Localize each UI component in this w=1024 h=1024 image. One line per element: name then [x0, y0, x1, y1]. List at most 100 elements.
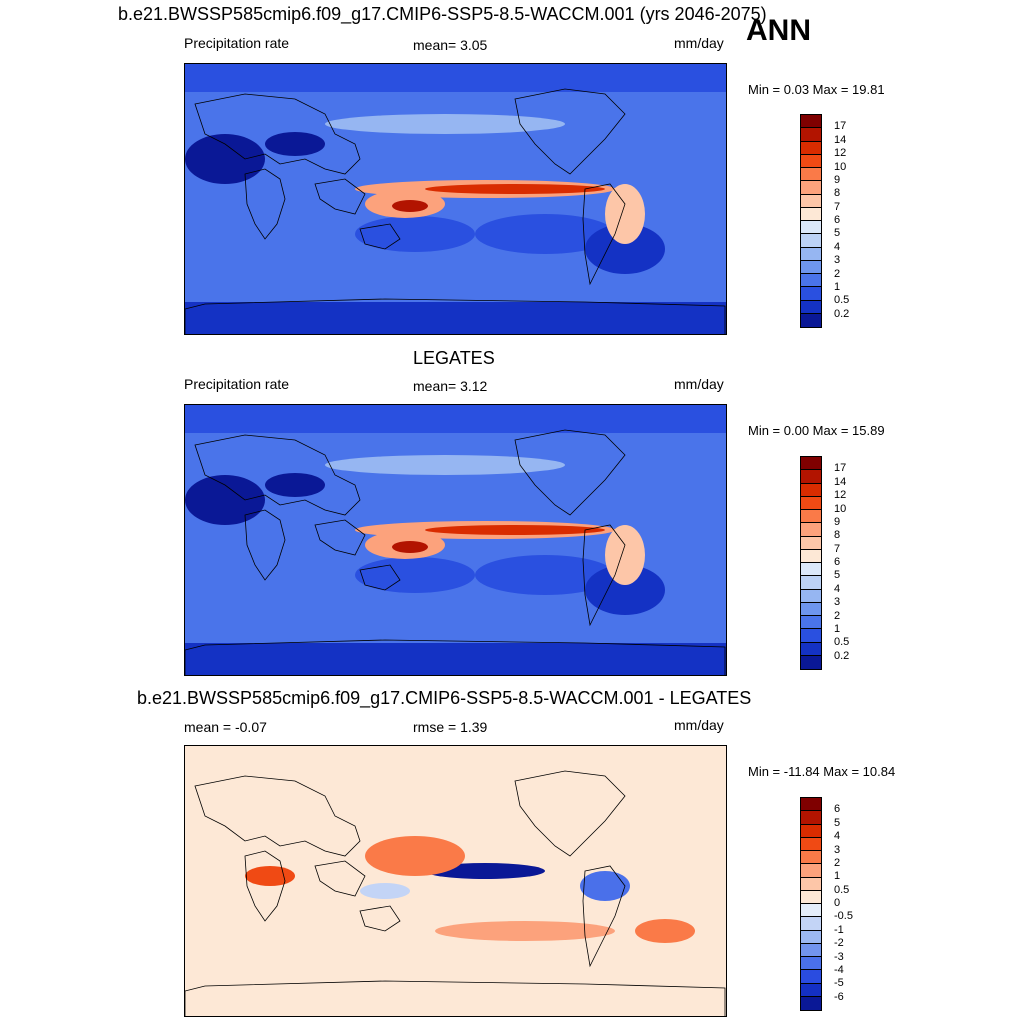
colorbar-tick-label: 5	[834, 816, 841, 829]
panel2-title: LEGATES	[413, 348, 495, 368]
colorbar-swatch	[801, 274, 821, 288]
colorbar-tick-label: -4	[834, 963, 844, 976]
colorbar-swatch	[801, 549, 821, 563]
colorbar-tick-label: -5	[834, 977, 844, 990]
colorbar-tick-label: 4	[834, 582, 841, 595]
colorbar-swatch	[801, 536, 821, 550]
colorbar-swatch	[801, 496, 821, 510]
colorbar-swatch	[801, 576, 821, 590]
colorbar-swatch	[801, 864, 821, 878]
colorbar-tick-label: 12	[834, 147, 847, 160]
season-label: ANN	[746, 14, 811, 47]
panel2-map	[184, 404, 727, 676]
colorbar-swatch	[801, 141, 821, 155]
colorbar-tick-label: 14	[834, 133, 847, 146]
colorbar-tick-label: 7	[834, 542, 841, 555]
colorbar-swatch	[801, 457, 821, 471]
panel1-units-label: mm/day	[674, 35, 724, 51]
panel3-minmax-label: Min = -11.84 Max = 10.84	[748, 764, 896, 779]
panel2-colorbar	[800, 456, 822, 670]
colorbar-tick-label: 9	[834, 173, 841, 186]
colorbar-tick-label: 9	[834, 515, 841, 528]
colorbar-swatch	[801, 629, 821, 643]
colorbar-tick-label: 6	[834, 803, 841, 816]
colorbar-swatch	[801, 260, 821, 274]
colorbar-tick-label: -0.5	[834, 910, 853, 923]
colorbar-tick-label: 1	[834, 622, 841, 635]
panel2-minmax-label: Min = 0.00 Max = 15.89	[748, 423, 885, 438]
colorbar-swatch	[801, 300, 821, 314]
colorbar-swatch	[801, 877, 821, 891]
colorbar-swatch	[801, 168, 821, 182]
colorbar-tick-label: 6	[834, 556, 841, 568]
colorbar-swatch	[801, 154, 821, 168]
colorbar-swatch	[801, 589, 821, 603]
panel3-mean-label: mean = -0.07	[184, 719, 267, 735]
colorbar-swatch	[801, 523, 821, 537]
colorbar-swatch	[801, 207, 821, 221]
colorbar-swatch	[801, 470, 821, 484]
panel2-units-label: mm/day	[674, 376, 724, 392]
colorbar-swatch	[801, 194, 821, 208]
colorbar-tick-label: 2	[834, 609, 841, 622]
colorbar-tick-label: 3	[834, 596, 841, 609]
colorbar-swatch	[801, 221, 821, 235]
colorbar-swatch	[801, 798, 821, 812]
colorbar-swatch	[801, 811, 821, 825]
colorbar-swatch	[801, 957, 821, 971]
colorbar-tick-label: 0.5	[834, 883, 850, 896]
colorbar-tick-label: 12	[834, 489, 847, 502]
colorbar-tick-label: 10	[834, 502, 847, 515]
colorbar-tick-label: 17	[834, 120, 847, 133]
colorbar-tick-label: 0	[834, 897, 841, 909]
colorbar-tick-label: 1	[834, 870, 841, 883]
colorbar-tick-label: 1	[834, 280, 841, 293]
colorbar-swatch	[801, 287, 821, 301]
colorbar-swatch	[801, 602, 821, 616]
colorbar-tick-label: 3	[834, 843, 841, 856]
colorbar-swatch	[801, 483, 821, 497]
colorbar-swatch	[801, 181, 821, 195]
colorbar-tick-label: 2	[834, 267, 841, 280]
colorbar-tick-label: 14	[834, 475, 847, 488]
colorbar-swatch	[801, 851, 821, 865]
colorbar-tick-label: 0.5	[834, 636, 850, 649]
colorbar-swatch	[801, 642, 821, 656]
colorbar-tick-label: 3	[834, 254, 841, 267]
colorbar-tick-label: 17	[834, 462, 847, 475]
colorbar-tick-label: 4	[834, 830, 841, 843]
panel1-mean-label: mean= 3.05	[413, 37, 488, 53]
colorbar-tick-label: 8	[834, 529, 841, 542]
colorbar-swatch	[801, 234, 821, 248]
panel1-map	[184, 63, 727, 335]
colorbar-swatch	[801, 115, 821, 129]
colorbar-swatch	[801, 824, 821, 838]
panel3-title: b.e21.BWSSP585cmip6.f09_g17.CMIP6-SSP5-8…	[137, 688, 752, 708]
colorbar-tick-label: 5	[834, 227, 841, 240]
colorbar-swatch	[801, 313, 821, 327]
panel1-minmax-label: Min = 0.03 Max = 19.81	[748, 82, 885, 97]
colorbar-swatch	[801, 655, 821, 669]
panel3-units-label: mm/day	[674, 717, 724, 733]
colorbar-tick-label: -6	[834, 990, 844, 1003]
colorbar-tick-label: 6	[834, 214, 841, 226]
panel1-variable-label: Precipitation rate	[184, 35, 290, 51]
panel2-mean-label: mean= 3.12	[413, 378, 488, 394]
colorbar-swatch	[801, 996, 821, 1010]
colorbar-swatch	[801, 970, 821, 984]
colorbar-swatch	[801, 128, 821, 142]
colorbar-tick-label: 4	[834, 240, 841, 253]
panel3-colorbar	[800, 797, 822, 1011]
colorbar-tick-label: 7	[834, 200, 841, 213]
colorbar-tick-label: 0.2	[834, 649, 850, 662]
panel3-map	[184, 745, 727, 1017]
colorbar-tick-label: -3	[834, 950, 844, 963]
colorbar-swatch	[801, 983, 821, 997]
colorbar-swatch	[801, 943, 821, 957]
colorbar-swatch	[801, 917, 821, 931]
colorbar-swatch	[801, 930, 821, 944]
colorbar-tick-label: -2	[834, 937, 844, 950]
colorbar-tick-label: 0.2	[834, 307, 850, 320]
colorbar-tick-label: 5	[834, 569, 841, 582]
colorbar-swatch	[801, 247, 821, 261]
